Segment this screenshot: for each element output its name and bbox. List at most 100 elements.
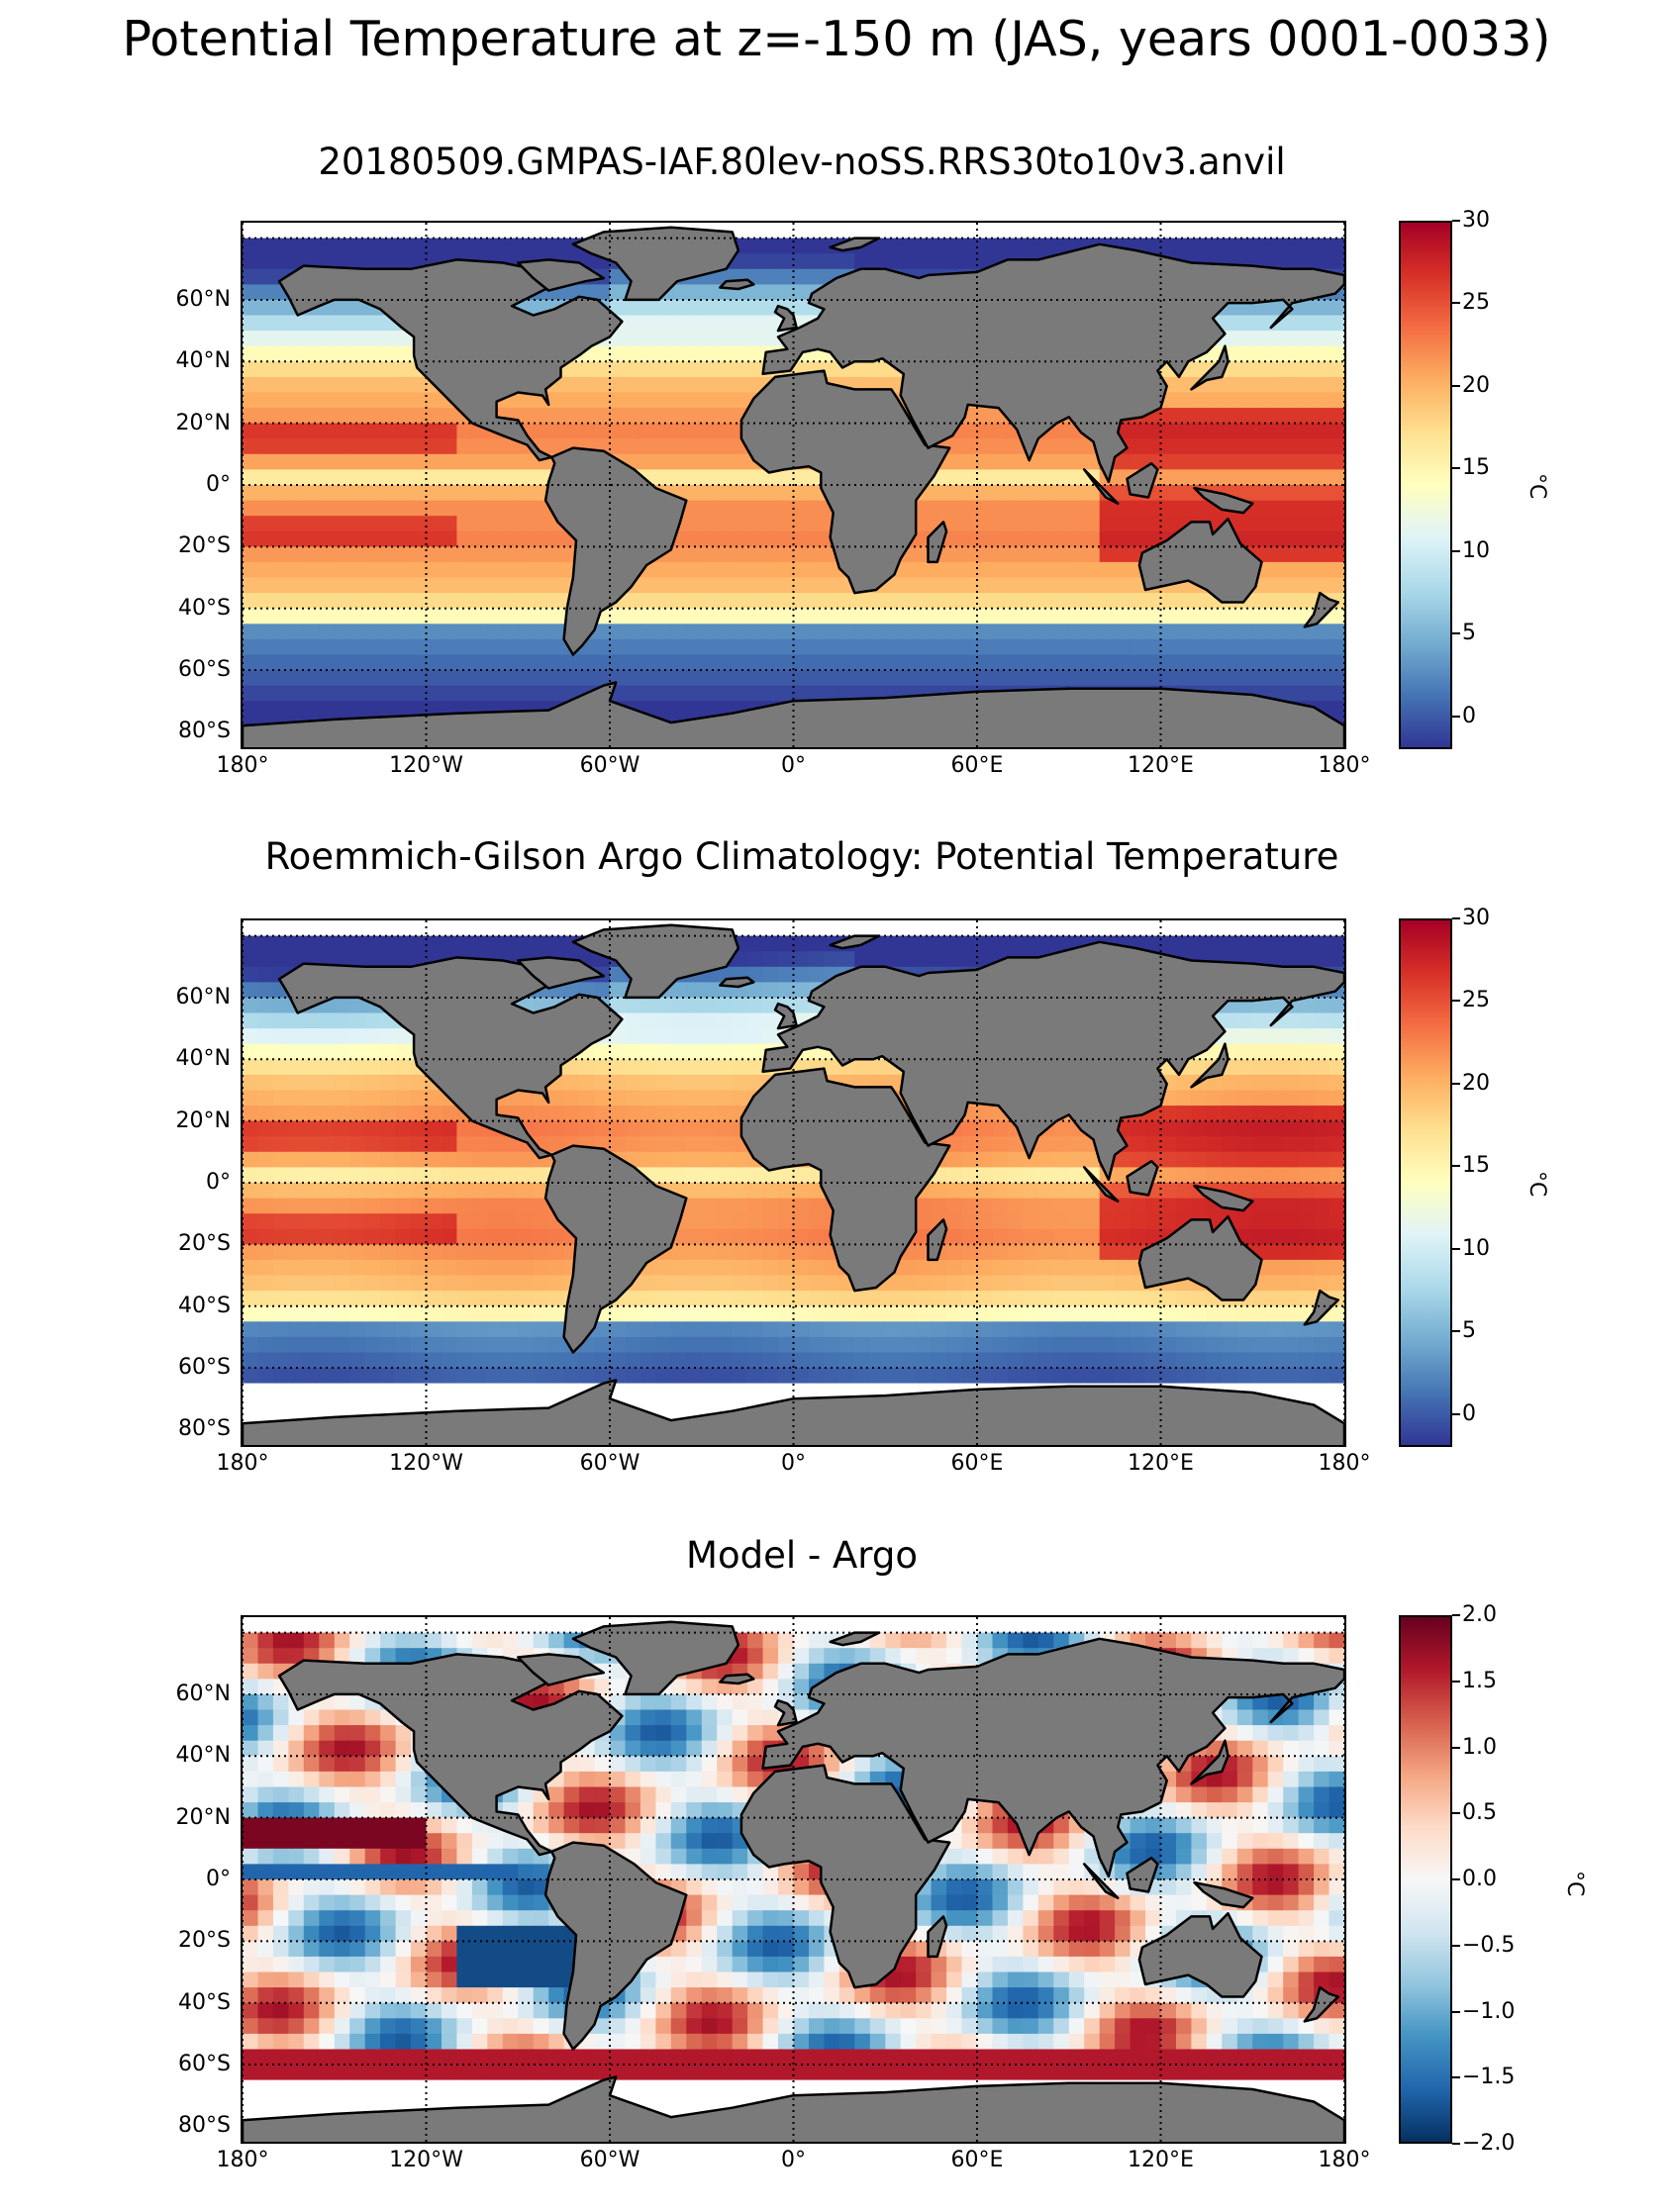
ocean-cell (686, 299, 703, 317)
ocean-cell (426, 1275, 443, 1292)
land-svalbard (829, 237, 881, 252)
ocean-cell (456, 1291, 473, 1307)
ocean-cell (854, 1291, 871, 1307)
ocean-cell (380, 223, 397, 240)
ocean-cell (732, 1059, 748, 1076)
ocean-cell (992, 1120, 1009, 1137)
ocean-cell (1053, 1120, 1070, 1137)
ocean-cell (1115, 624, 1132, 640)
ocean-cell (334, 1136, 350, 1153)
ocean-cell (778, 1275, 795, 1292)
ocean-cell (380, 500, 397, 517)
ocean-cell (288, 1617, 305, 1634)
ocean-cell (1267, 593, 1284, 610)
ocean-cell (272, 1321, 289, 1338)
ocean-cell (1329, 315, 1344, 332)
ocean-cell (548, 624, 565, 640)
ocean-cell (1176, 453, 1193, 470)
ocean-cell (380, 561, 397, 579)
ocean-cell (563, 1617, 580, 1634)
ocean-cell (1329, 1074, 1344, 1092)
ocean-cell (838, 1321, 855, 1338)
ocean-cell (1145, 1321, 1162, 1338)
ocean-cell (1314, 935, 1330, 952)
ocean-cell (762, 920, 779, 937)
ocean-cell (243, 935, 259, 952)
ocean-cell (288, 1120, 305, 1137)
ocean-cell (395, 223, 412, 240)
ocean-cell (1236, 1106, 1253, 1122)
ocean-cell (288, 577, 305, 594)
ocean-cell (747, 485, 764, 502)
ocean-cell (900, 561, 917, 579)
ocean-cell (272, 920, 289, 937)
ocean-cell (824, 638, 840, 656)
land-newguinea (1193, 486, 1254, 515)
ocean-cell (961, 608, 978, 625)
ocean-cell (1191, 935, 1208, 952)
ocean-cell (747, 331, 764, 347)
ocean-cell (670, 1275, 687, 1292)
ocean-cell (1283, 638, 1300, 656)
ocean-cell (869, 920, 886, 937)
land-newzealand (1303, 1289, 1340, 1326)
ocean-cell (931, 1321, 947, 1338)
ocean-cell (931, 1259, 947, 1277)
ocean-cell (1267, 1028, 1284, 1045)
ocean-cell (1206, 1368, 1223, 1385)
ocean-cell (303, 238, 320, 254)
ocean-cell (900, 654, 917, 671)
ocean-cell (701, 1012, 718, 1029)
ocean-cell (778, 1368, 795, 1385)
figure-suptitle: Potential Temperature at z=-150 m (JAS, … (122, 11, 1551, 67)
ocean-cell (946, 577, 963, 594)
ocean-cell (900, 638, 917, 656)
ocean-cell (1007, 561, 1024, 579)
ocean-cell (1068, 654, 1085, 671)
ocean-cell (411, 485, 428, 502)
ocean-cell (442, 408, 458, 425)
ocean-cell (670, 701, 687, 718)
ocean-cell (1283, 577, 1300, 594)
ocean-cell (640, 1305, 656, 1322)
ocean-cell (395, 951, 412, 968)
ocean-cell (364, 1244, 381, 1261)
ocean-cell (533, 1213, 549, 1230)
ocean-cell (1084, 1244, 1101, 1261)
ocean-cell (1283, 423, 1300, 439)
ocean-cell (243, 1352, 259, 1369)
ocean-cell (1267, 485, 1284, 502)
ocean-cell (640, 1012, 656, 1029)
ocean-cell (1084, 624, 1101, 640)
ocean-cell (1283, 238, 1300, 254)
ocean-cell (1206, 345, 1223, 362)
ocean-cell (288, 701, 305, 718)
ocean-cell (502, 1305, 519, 1322)
ocean-cell (303, 920, 320, 937)
ocean-cell (456, 238, 473, 254)
ocean-cell (1191, 1291, 1208, 1307)
ocean-cell (747, 345, 764, 362)
ocean-cell (395, 670, 412, 687)
ocean-cell (380, 408, 397, 425)
ocean-cell (916, 1198, 933, 1214)
ocean-cell (395, 1136, 412, 1153)
ocean-cell (334, 1120, 350, 1137)
ocean-cell (640, 1106, 656, 1122)
ocean-cell (778, 1167, 795, 1184)
ocean-cell (442, 920, 458, 937)
ocean-cell (732, 1198, 748, 1214)
ocean-cell (257, 1074, 274, 1092)
ocean-cell (1023, 500, 1039, 517)
ocean-cell (334, 1383, 350, 1399)
ocean-cell (1191, 1151, 1208, 1168)
ocean-cell (961, 530, 978, 547)
ocean-cell (518, 453, 535, 470)
ocean-cell (747, 593, 764, 610)
ocean-cell (1053, 453, 1070, 470)
ocean-cell (747, 685, 764, 702)
ocean-cell (1222, 423, 1238, 439)
ocean-cell (303, 1291, 320, 1307)
ocean-cell (1314, 670, 1330, 687)
ocean-cell (961, 1136, 978, 1153)
